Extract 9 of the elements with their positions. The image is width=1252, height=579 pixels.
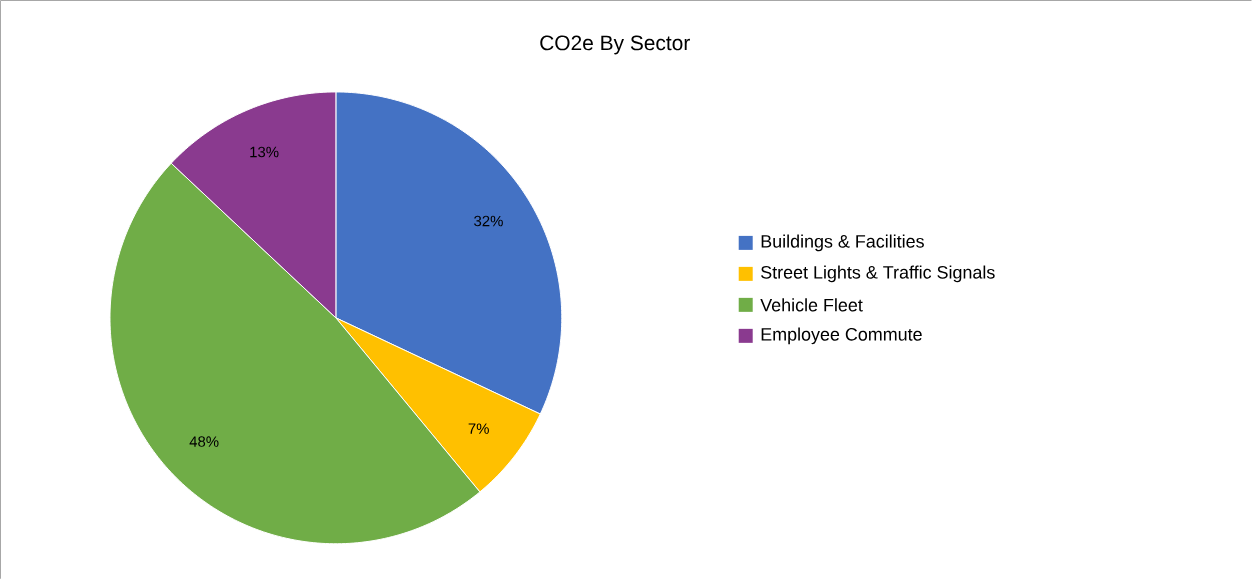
data-label: 48% — [189, 436, 219, 447]
data-label: 13% — [250, 146, 279, 158]
chart-title: CO2e By Sector — [540, 35, 690, 55]
data-label: 32% — [474, 215, 503, 227]
legend-label: Vehicle Fleet — [760, 298, 863, 312]
legend-label: Buildings & Facilities — [761, 234, 924, 252]
legend-label: Employee Commute — [761, 327, 922, 345]
legend-label: Street Lights & Traffic Signals — [761, 265, 995, 283]
data-label: 7% — [468, 423, 489, 434]
